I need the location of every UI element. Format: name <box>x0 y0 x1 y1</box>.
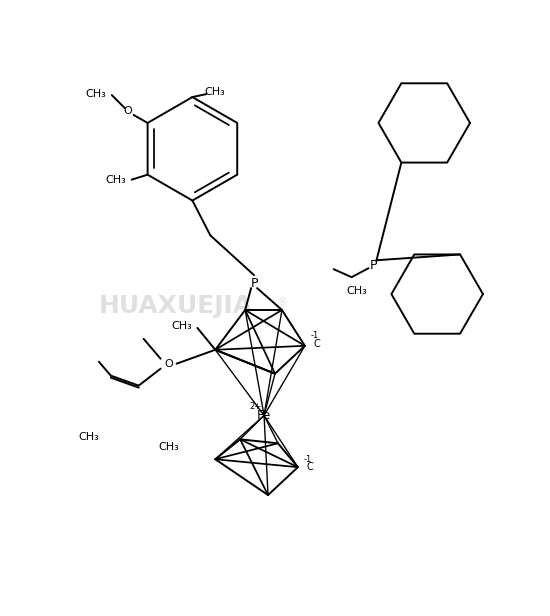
Text: CH₃: CH₃ <box>79 432 100 442</box>
Text: Fe: Fe <box>257 409 271 422</box>
Text: CH₃: CH₃ <box>204 87 225 97</box>
Text: CH₃: CH₃ <box>85 89 106 99</box>
Text: P: P <box>250 277 258 290</box>
Text: CH₃: CH₃ <box>106 175 126 185</box>
Text: -1: -1 <box>311 331 319 341</box>
Text: ®: ® <box>277 297 288 307</box>
Text: 2+: 2+ <box>249 402 261 411</box>
Text: HUAXUEJIA: HUAXUEJIA <box>98 294 252 318</box>
Text: C: C <box>306 462 313 472</box>
Text: CH₃: CH₃ <box>158 442 179 452</box>
Text: -1: -1 <box>304 455 312 464</box>
Text: CH₃: CH₃ <box>346 286 367 296</box>
Text: P: P <box>370 259 377 272</box>
Text: C: C <box>314 339 320 349</box>
Text: O: O <box>123 106 132 116</box>
Text: O: O <box>164 359 173 369</box>
Text: CH₃: CH₃ <box>171 321 192 331</box>
